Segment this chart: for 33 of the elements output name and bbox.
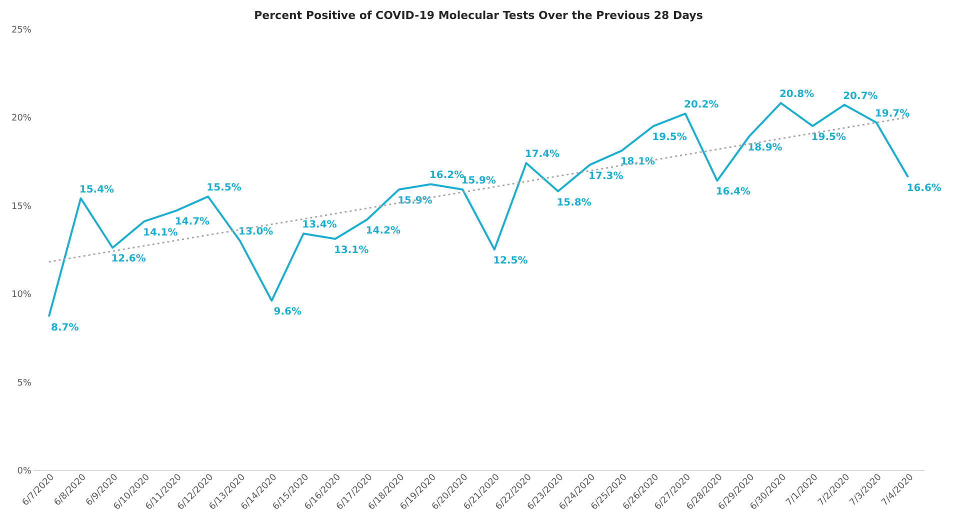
data-label: 15.4% (79, 184, 114, 196)
data-label: 14.2% (366, 226, 400, 237)
data-label: 9.6% (274, 306, 302, 318)
data-label: 13.0% (238, 226, 274, 238)
data-label: 16.4% (716, 186, 751, 198)
data-label: 15.8% (556, 197, 592, 208)
data-label: 17.4% (524, 149, 560, 160)
data-label: 18.9% (748, 142, 782, 154)
data-label: 8.7% (51, 322, 79, 334)
data-label: 17.3% (588, 170, 624, 182)
chart-title: Percent Positive of COVID-19 Molecular Tests Over the Previous 28 Days (254, 9, 704, 22)
data-label: 12.5% (493, 256, 528, 266)
y-tick-label: 0% (17, 466, 32, 476)
data-label: 20.8% (779, 89, 814, 100)
data-label: 20.2% (684, 100, 719, 111)
data-label: 13.4% (302, 220, 337, 231)
line-series (48, 102, 910, 318)
y-tick-label: 5% (17, 378, 32, 388)
y-tick-label: 20% (11, 114, 32, 124)
data-label: 19.7% (874, 108, 910, 120)
data-label: 15.9% (398, 196, 432, 207)
y-tick-label: 15% (11, 202, 32, 212)
data-label: 19.5% (811, 132, 846, 144)
data-label: 15.5% (206, 182, 242, 194)
data-label: 13.1% (334, 244, 369, 256)
y-tick-label: 10% (11, 290, 32, 300)
data-label: 12.6% (111, 254, 146, 265)
data-label: 14.1% (143, 227, 178, 238)
y-tick-label: 25% (11, 26, 32, 36)
data-label: 20.7% (843, 90, 878, 102)
data-label: 14.7% (174, 216, 210, 228)
data-label: 16.6% (906, 183, 942, 194)
data-label: 19.5% (652, 132, 687, 144)
